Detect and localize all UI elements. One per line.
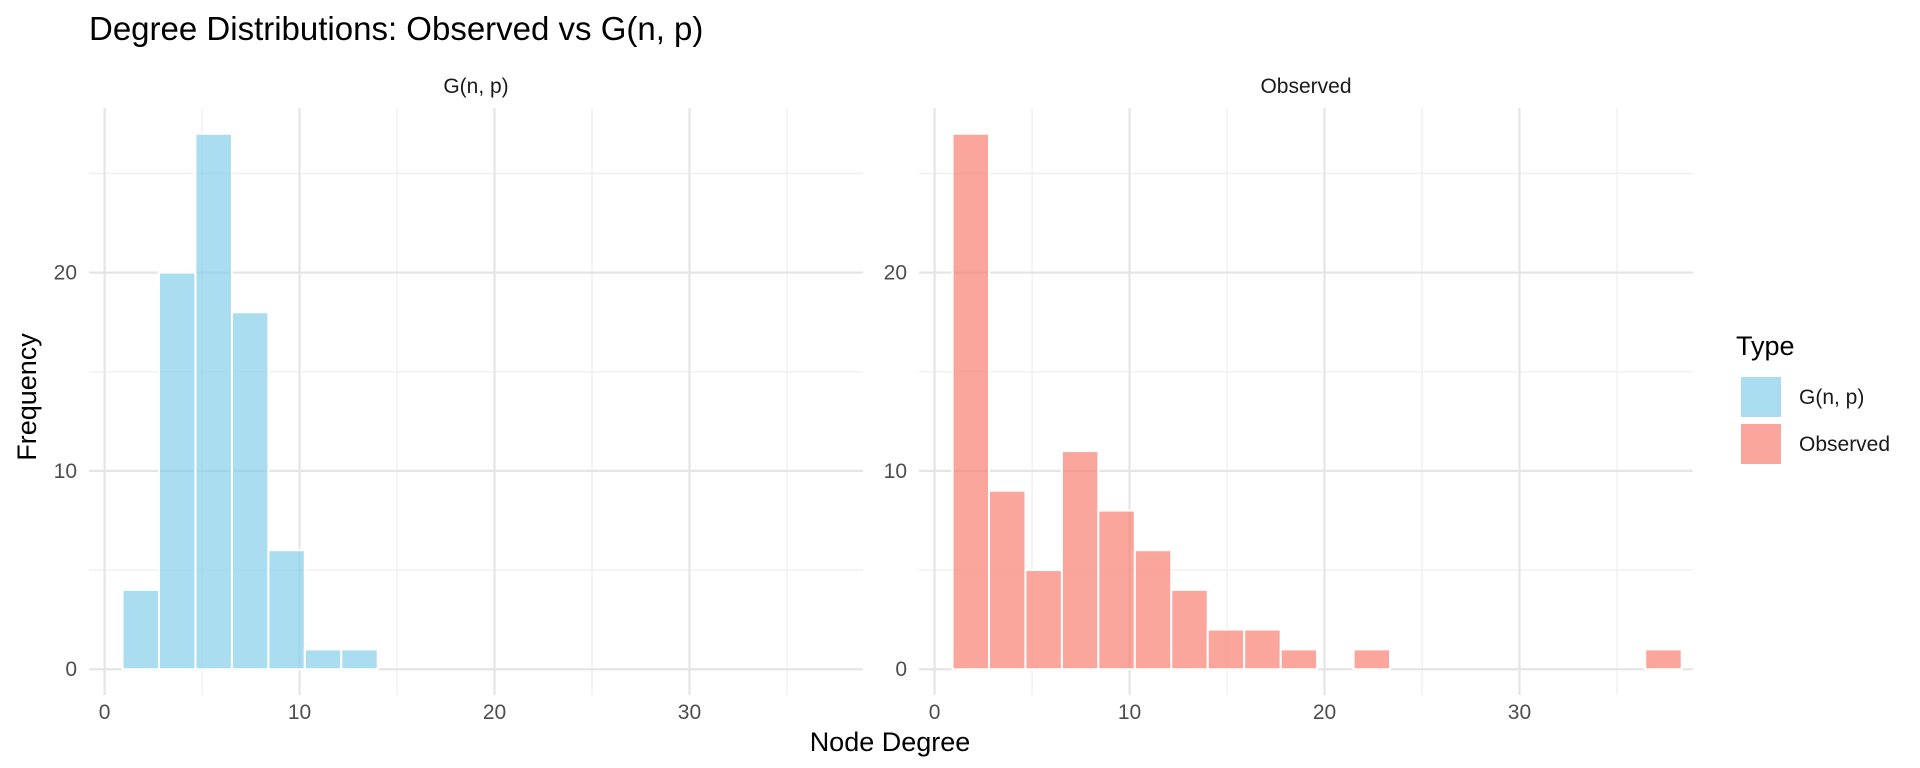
x-tick-label: 20 (483, 701, 506, 724)
x-tick-label: 20 (1313, 701, 1336, 724)
y-tick-label: 0 (65, 658, 77, 681)
x-tick-label: 0 (929, 701, 941, 724)
histogram-bar (121, 588, 160, 671)
x-tick-label: 10 (1118, 701, 1141, 724)
histogram-bar (1097, 509, 1136, 671)
histogram-bar (1206, 628, 1246, 671)
histogram-bar (340, 648, 379, 671)
legend-label: G(n, p) (1799, 386, 1864, 409)
histogram-bar (1243, 628, 1282, 671)
histogram-bar (303, 648, 343, 671)
facet-panels: G(n, p) 0 10 20 30 0 10 20 Observed 0 10 20 30 0 10 20 (54, 75, 1693, 724)
histogram-bar (987, 489, 1027, 671)
legend-key (1741, 377, 1781, 417)
histogram-bar (194, 132, 233, 671)
histogram-bar (157, 271, 197, 671)
facet-panel-0: G(n, p) 0 10 20 30 0 10 20 (54, 75, 863, 724)
legend: Type G(n, p) Observed (1736, 331, 1890, 464)
legend-key (1741, 424, 1781, 464)
y-tick-label: 10 (884, 460, 907, 483)
y-tick-label: 20 (54, 262, 77, 285)
histogram-bar (267, 549, 306, 671)
y-tick-label: 10 (54, 460, 77, 483)
chart-title: Degree Distributions: Observed vs G(n, p… (89, 10, 703, 47)
histogram-bar (1352, 648, 1392, 671)
histogram-bar (951, 132, 990, 671)
y-tick-label: 20 (884, 262, 907, 285)
histogram-bar (1279, 648, 1319, 671)
histogram-bar (1644, 648, 1683, 671)
y-tick-label: 0 (895, 658, 907, 681)
facet-strip-label: G(n, p) (443, 75, 508, 98)
x-tick-label: 0 (99, 701, 111, 724)
x-tick-label: 30 (678, 701, 701, 724)
histogram-bar (1060, 450, 1100, 671)
x-tick-label: 30 (1508, 701, 1531, 724)
x-tick-label: 10 (288, 701, 311, 724)
legend-title: Type (1736, 331, 1795, 361)
histogram-bar (1170, 588, 1209, 671)
y-axis-title: Frequency (12, 333, 42, 461)
histogram-bar (1133, 549, 1173, 671)
histogram-bar (230, 311, 270, 671)
facet-panel-1: Observed 0 10 20 30 0 10 20 (884, 75, 1693, 724)
facet-strip-label: Observed (1260, 75, 1351, 98)
histogram-bar (1024, 569, 1063, 671)
legend-label: Observed (1799, 433, 1890, 456)
x-axis-title: Node Degree (810, 727, 971, 757)
